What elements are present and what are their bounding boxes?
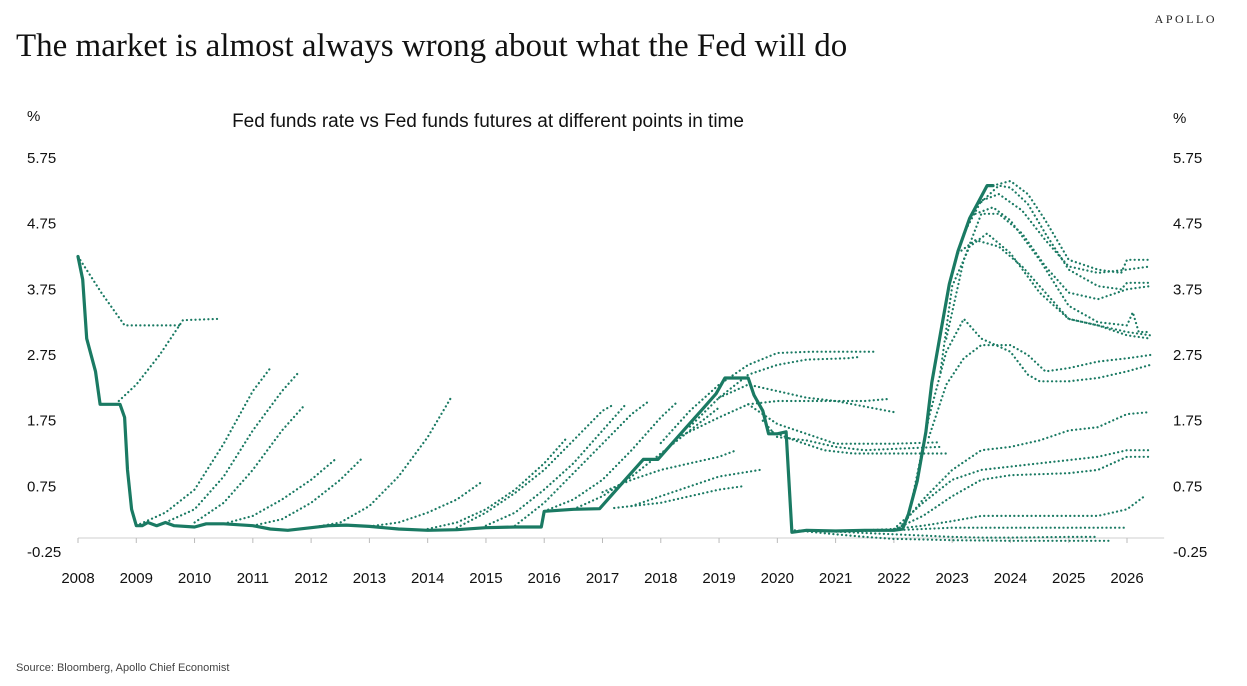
chart-title: Fed funds rate vs Fed funds futures at d… xyxy=(232,111,744,132)
futures-dotted-line xyxy=(222,459,336,525)
futures-dotted-line xyxy=(76,255,184,327)
futures-dotted-line xyxy=(572,406,721,511)
x-tick-label: 2024 xyxy=(994,570,1027,587)
y-tick-label-right: 4.75 xyxy=(1173,216,1202,233)
page-title: The market is almost always wrong about … xyxy=(16,28,848,64)
y-tick-label-right: 2.75 xyxy=(1173,347,1202,364)
futures-dotted-line xyxy=(898,411,1152,529)
x-tick-label: 2016 xyxy=(528,570,561,587)
fed-funds-rate-line xyxy=(76,184,995,534)
futures-dotted-line xyxy=(368,482,482,528)
x-tick-label: 2019 xyxy=(702,570,735,587)
series-layer xyxy=(76,179,1152,542)
x-tick-label: 2023 xyxy=(935,570,968,587)
x-tick-label: 2014 xyxy=(411,570,444,587)
y-tick-label-left: 3.75 xyxy=(27,281,56,298)
x-tick-label: 2025 xyxy=(1052,570,1085,587)
futures-dotted-line xyxy=(991,179,1152,274)
y-axis-unit-left: % xyxy=(27,108,40,125)
y-tick-label-left: 1.75 xyxy=(27,413,56,430)
x-tick-label: 2008 xyxy=(61,570,94,587)
x-tick-label: 2021 xyxy=(819,570,852,587)
futures-dotted-line xyxy=(927,344,1152,439)
futures-dotted-line xyxy=(910,317,1152,504)
y-tick-label-right: 3.75 xyxy=(1173,281,1202,298)
futures-dotted-line xyxy=(980,184,1152,291)
futures-dotted-line xyxy=(974,206,1152,334)
futures-dotted-line xyxy=(135,367,272,527)
y-tick-label-left: 0.75 xyxy=(27,478,56,495)
y-tick-label-right: -0.25 xyxy=(1173,544,1207,561)
x-tick-label: 2009 xyxy=(120,570,153,587)
x-axis: 2008 2009 2010 2011 2012 2013 2014 2015 2016 2017… xyxy=(61,537,1165,587)
futures-dotted-line xyxy=(747,403,942,445)
futures-dotted-line xyxy=(767,429,948,455)
futures-dotted-line xyxy=(164,370,301,524)
futures-dotted-line xyxy=(793,529,1111,542)
futures-dotted-line xyxy=(956,239,1152,340)
futures-dotted-line xyxy=(892,455,1152,531)
futures-dotted-line xyxy=(761,419,942,452)
futures-dotted-line xyxy=(613,485,744,510)
y-tick-label-right: 5.75 xyxy=(1173,150,1202,167)
y-tick-label-left: 4.75 xyxy=(27,216,56,233)
futures-dotted-line xyxy=(962,193,1152,274)
futures-dotted-line xyxy=(677,399,895,439)
source-note: Source: Bloomberg, Apollo Chief Economis… xyxy=(16,662,230,674)
futures-dotted-line xyxy=(601,449,738,494)
futures-dotted-line xyxy=(805,529,1099,539)
x-tick-label: 2011 xyxy=(237,570,269,587)
futures-dotted-line xyxy=(630,468,761,508)
x-tick-label: 2022 xyxy=(877,570,910,587)
x-tick-label: 2020 xyxy=(761,570,794,587)
x-tick-label: 2018 xyxy=(644,570,677,587)
x-tick-label: 2010 xyxy=(178,570,211,587)
futures-dotted-line xyxy=(543,399,680,513)
futures-dotted-line xyxy=(863,495,1146,532)
x-tick-label: 2026 xyxy=(1110,570,1143,587)
y-tick-label-right: 0.75 xyxy=(1173,478,1202,495)
y-tick-label-left: 5.75 xyxy=(27,150,56,167)
y-axis-unit-right: % xyxy=(1173,110,1186,127)
x-tick-label: 2017 xyxy=(586,570,619,587)
futures-dotted-line xyxy=(939,232,1152,373)
y-axis-ticks: 5.75 5.75 4.75 4.75 3.75 3.75 2.75 2.75 1.75 1.75… xyxy=(27,150,1207,561)
x-tick-label: 2013 xyxy=(353,570,386,587)
futures-dotted-line xyxy=(455,403,616,529)
y-tick-label-left: -0.25 xyxy=(27,544,61,561)
futures-dotted-line xyxy=(688,355,860,428)
futures-dotted-line xyxy=(659,350,878,445)
y-tick-label-left: 2.75 xyxy=(27,347,56,364)
brand-logo: APOLLO xyxy=(1154,12,1217,26)
y-tick-label-right: 1.75 xyxy=(1173,413,1202,430)
futures-dotted-line xyxy=(193,403,307,524)
x-tick-label: 2015 xyxy=(469,570,502,587)
futures-dotted-line xyxy=(892,449,1152,531)
futures-dotted-line xyxy=(484,403,627,527)
futures-dotted-line xyxy=(514,399,651,527)
futures-dotted-line xyxy=(426,436,569,531)
futures-dotted-line xyxy=(310,396,453,529)
futures-dotted-line xyxy=(718,383,890,403)
x-tick-label: 2012 xyxy=(294,570,327,587)
futures-dotted-line xyxy=(251,455,365,527)
futures-dotted-line xyxy=(117,317,219,403)
futures-dotted-line xyxy=(945,212,1152,340)
